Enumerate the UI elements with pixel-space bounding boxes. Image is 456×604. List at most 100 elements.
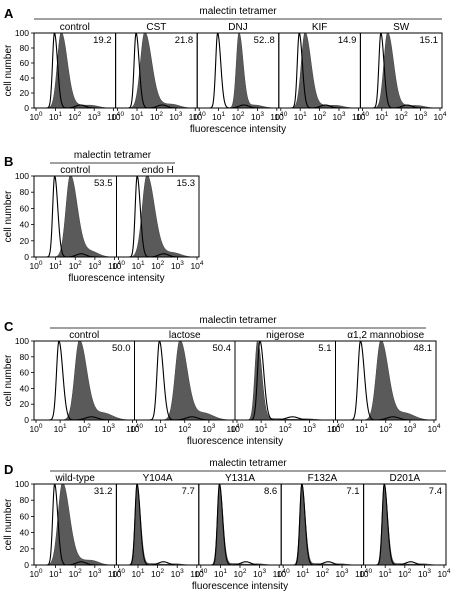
x-tick-label: 100 [331, 423, 344, 434]
y-tick-label: 40 [20, 383, 30, 393]
x-tick-label: 101 [294, 111, 307, 122]
y-tick-label: 80 [20, 495, 30, 505]
percent-value: 53.5 [94, 178, 113, 189]
x-tick-label: 101 [379, 568, 392, 579]
subplot-label: lactose [169, 330, 201, 341]
x-tick-label: 104 [189, 111, 202, 122]
x-tick-label: 104 [355, 568, 368, 579]
x-tick-label: 101 [255, 423, 268, 434]
subplot-label: control [69, 330, 99, 341]
x-tick-label: 104 [437, 568, 450, 579]
x-tick-label: 102 [178, 423, 191, 434]
x-tick-label: 100 [274, 111, 287, 122]
percent-value: 8.6 [264, 486, 277, 497]
subplot-label: Y131A [225, 473, 255, 484]
x-tick-label: 102 [231, 111, 244, 122]
x-tick-label: 100 [29, 111, 42, 122]
x-tick-label: 104 [107, 111, 120, 122]
x-tick-label: 101 [49, 260, 62, 271]
subplot-label: DNJ [228, 22, 247, 33]
x-axis-label: fluorescence intensity [68, 273, 164, 284]
x-tick-label: 103 [88, 568, 101, 579]
x-tick-label: 100 [29, 423, 42, 434]
y-tick-label: 100 [15, 479, 29, 489]
panel-letter: B [4, 154, 13, 169]
y-tick-label: 0 [24, 103, 29, 113]
x-tick-label: 101 [154, 423, 167, 434]
percent-value: 7.1 [346, 486, 359, 497]
x-tick-label: 103 [414, 111, 427, 122]
x-tick-label: 103 [403, 423, 416, 434]
panel-letter: D [4, 462, 13, 477]
x-tick-label: 100 [194, 568, 207, 579]
x-tick-label: 103 [88, 111, 101, 122]
x-tick-label: 101 [375, 111, 388, 122]
x-tick-label: 104 [327, 423, 340, 434]
subplot-label: α1,2 mannobiose [347, 330, 424, 341]
y-tick-label: 20 [20, 88, 30, 98]
x-tick-label: 104 [108, 568, 121, 579]
y-tick-label: 100 [15, 28, 29, 38]
x-tick-label: 104 [433, 111, 446, 122]
y-tick-label: 40 [20, 73, 30, 83]
x-tick-label: 102 [395, 111, 408, 122]
percent-value: 48.1 [414, 343, 433, 354]
x-tick-label: 103 [171, 260, 184, 271]
y-tick-label: 100 [15, 336, 29, 346]
x-tick-label: 104 [352, 111, 365, 122]
x-tick-label: 100 [130, 423, 143, 434]
x-tick-label: 101 [212, 111, 225, 122]
panel-header: malectin tetramer [209, 458, 287, 469]
subplot-control: control 53.5 100 101 102 103 104 [29, 165, 121, 271]
subplot-y131a: Y131A 8.6 100 101 102 103 104 [194, 473, 286, 579]
subplot-d201a: D201A 7.4 100 101 102 103 104 [359, 473, 451, 579]
y-tick-label: 80 [20, 43, 30, 53]
x-tick-label: 102 [279, 423, 292, 434]
x-tick-label: 100 [29, 568, 42, 579]
x-tick-label: 103 [102, 423, 115, 434]
y-tick-label: 0 [24, 560, 29, 570]
x-tick-label: 103 [171, 568, 184, 579]
subplot-label: endo H [142, 165, 174, 176]
x-tick-label: 102 [151, 260, 164, 271]
percent-value: 15.1 [420, 35, 439, 46]
subplot-label: KIF [312, 22, 328, 33]
x-tick-label: 100 [111, 111, 124, 122]
y-axis-label: cell number [3, 44, 14, 96]
x-tick-label: 103 [335, 568, 348, 579]
percent-value: 7.4 [429, 486, 442, 497]
x-tick-label: 103 [169, 111, 182, 122]
panel-header: malectin tetramer [199, 6, 277, 17]
subplot-endo-h: endo H15.3 100 101 102 103 104 [112, 165, 204, 271]
y-tick-label: 20 [20, 399, 30, 409]
subplot-kif: KIF 14.9 100 101 102 103 104 [274, 22, 365, 122]
subplot-label: CST [146, 22, 166, 33]
x-tick-label: 103 [202, 423, 215, 434]
x-axis-label: fluorescence intensity [192, 581, 288, 592]
x-tick-label: 101 [355, 423, 368, 434]
x-tick-label: 100 [356, 111, 369, 122]
x-tick-label: 102 [316, 568, 329, 579]
y-axis-label: cell number [3, 354, 14, 406]
subplot-f132a: F132A 7.1 100 101 102 103 104 [277, 473, 369, 579]
percent-value: 52..8 [254, 35, 275, 46]
y-tick-label: 20 [20, 236, 30, 246]
percent-value: 21.8 [175, 35, 194, 46]
y-axis-label: cell number [3, 190, 14, 242]
x-tick-label: 101 [49, 111, 62, 122]
x-tick-label: 104 [273, 568, 286, 579]
x-axis-label: fluorescence intensity [187, 436, 283, 447]
x-tick-label: 100 [112, 260, 125, 271]
subplot-label: Y104A [143, 473, 173, 484]
subplot-cst: CST 21.8 100 101 102 103 104 [111, 22, 202, 122]
x-tick-label: 102 [151, 568, 164, 579]
subplot-label: nigerose [266, 330, 305, 341]
subplot--1-2-mannobiose: α1,2 mannobiose 48.1 100 101 102 103 104 [331, 330, 441, 434]
x-tick-label: 102 [313, 111, 326, 122]
x-tick-label: 102 [379, 423, 392, 434]
subplot-label: control [60, 22, 90, 33]
y-tick-label: 0 [24, 415, 29, 425]
